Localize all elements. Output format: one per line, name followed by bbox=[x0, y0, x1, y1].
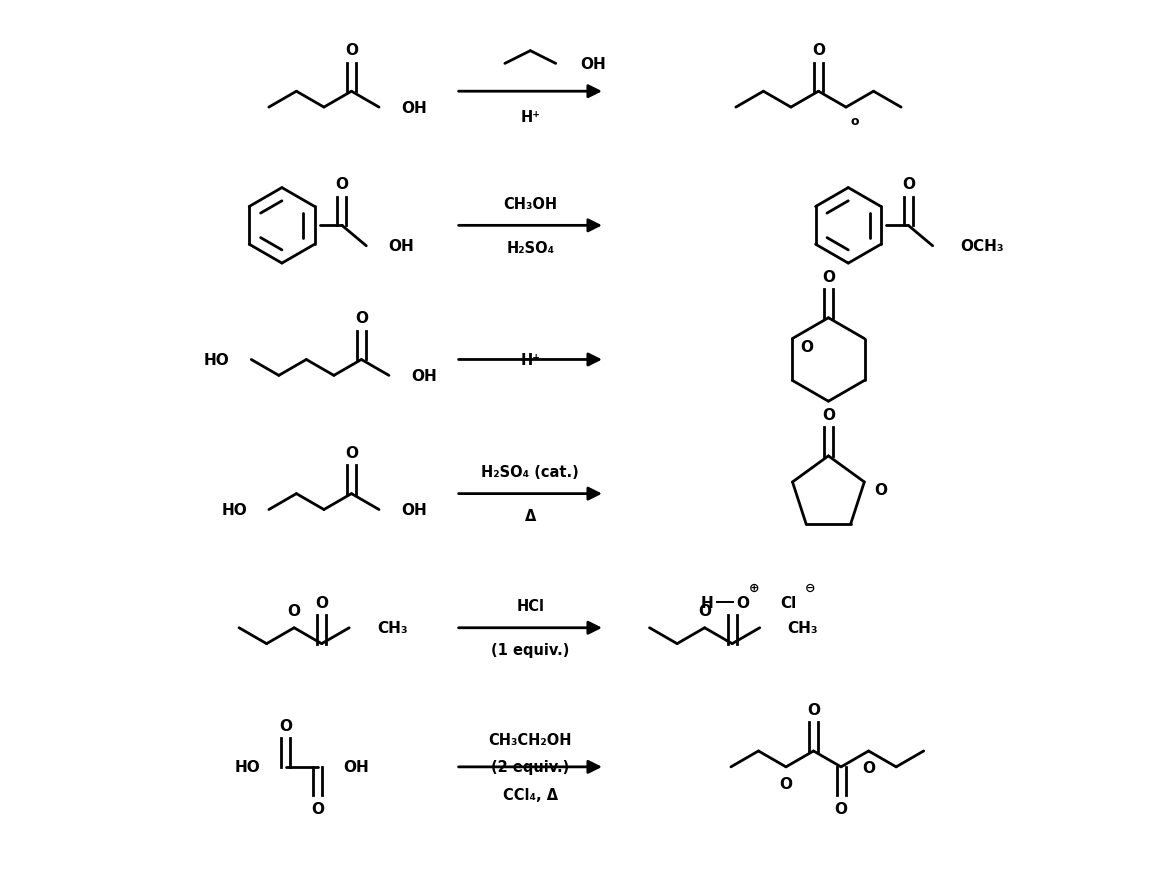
Text: O: O bbox=[345, 445, 358, 460]
Text: O: O bbox=[335, 177, 348, 192]
Text: Δ: Δ bbox=[524, 508, 536, 523]
Text: o: o bbox=[851, 115, 860, 128]
Text: O: O bbox=[780, 776, 792, 792]
Text: H: H bbox=[701, 595, 713, 610]
Text: CH₃OH: CH₃OH bbox=[503, 196, 558, 212]
Text: O: O bbox=[345, 43, 358, 58]
Text: CH₃: CH₃ bbox=[377, 620, 407, 635]
Text: H₂SO₄ (cat.): H₂SO₄ (cat.) bbox=[481, 465, 579, 480]
Text: ⊕: ⊕ bbox=[748, 581, 760, 594]
Text: O: O bbox=[800, 340, 813, 355]
Text: OCH₃: OCH₃ bbox=[960, 239, 1005, 254]
Text: O: O bbox=[822, 269, 835, 284]
Text: OH: OH bbox=[411, 368, 436, 383]
Text: O: O bbox=[822, 408, 835, 422]
Text: OH: OH bbox=[343, 760, 369, 774]
Text: O: O bbox=[834, 801, 848, 816]
Text: OH: OH bbox=[389, 239, 414, 254]
Text: HCl: HCl bbox=[516, 599, 544, 614]
Text: H⁺: H⁺ bbox=[521, 109, 541, 124]
Text: ⊖: ⊖ bbox=[804, 581, 815, 594]
Text: O: O bbox=[862, 760, 875, 775]
Text: Cl: Cl bbox=[780, 595, 796, 610]
Text: O: O bbox=[812, 43, 825, 58]
Text: HO: HO bbox=[204, 353, 230, 368]
Text: O: O bbox=[698, 604, 711, 619]
Text: H⁺: H⁺ bbox=[521, 353, 541, 368]
Text: O: O bbox=[355, 311, 368, 326]
Text: O: O bbox=[311, 801, 324, 816]
Text: O: O bbox=[288, 604, 300, 619]
Text: O: O bbox=[316, 595, 328, 610]
Text: O: O bbox=[875, 483, 887, 498]
Text: CH₃CH₂OH: CH₃CH₂OH bbox=[488, 732, 572, 746]
Text: O: O bbox=[737, 595, 749, 610]
Text: OH: OH bbox=[401, 101, 427, 116]
Text: HO: HO bbox=[234, 760, 260, 774]
Text: (1 equiv.): (1 equiv.) bbox=[491, 642, 570, 657]
Text: HO: HO bbox=[222, 502, 247, 517]
Text: CH₃: CH₃ bbox=[788, 620, 818, 635]
Text: CCl₄, Δ: CCl₄, Δ bbox=[502, 787, 558, 802]
Text: (2 equiv.): (2 equiv.) bbox=[491, 760, 570, 774]
Text: O: O bbox=[280, 718, 292, 733]
Text: H₂SO₄: H₂SO₄ bbox=[506, 241, 554, 255]
Text: OH: OH bbox=[401, 502, 427, 517]
Text: O: O bbox=[901, 177, 915, 192]
Text: O: O bbox=[807, 702, 820, 717]
Text: OH: OH bbox=[581, 56, 607, 72]
